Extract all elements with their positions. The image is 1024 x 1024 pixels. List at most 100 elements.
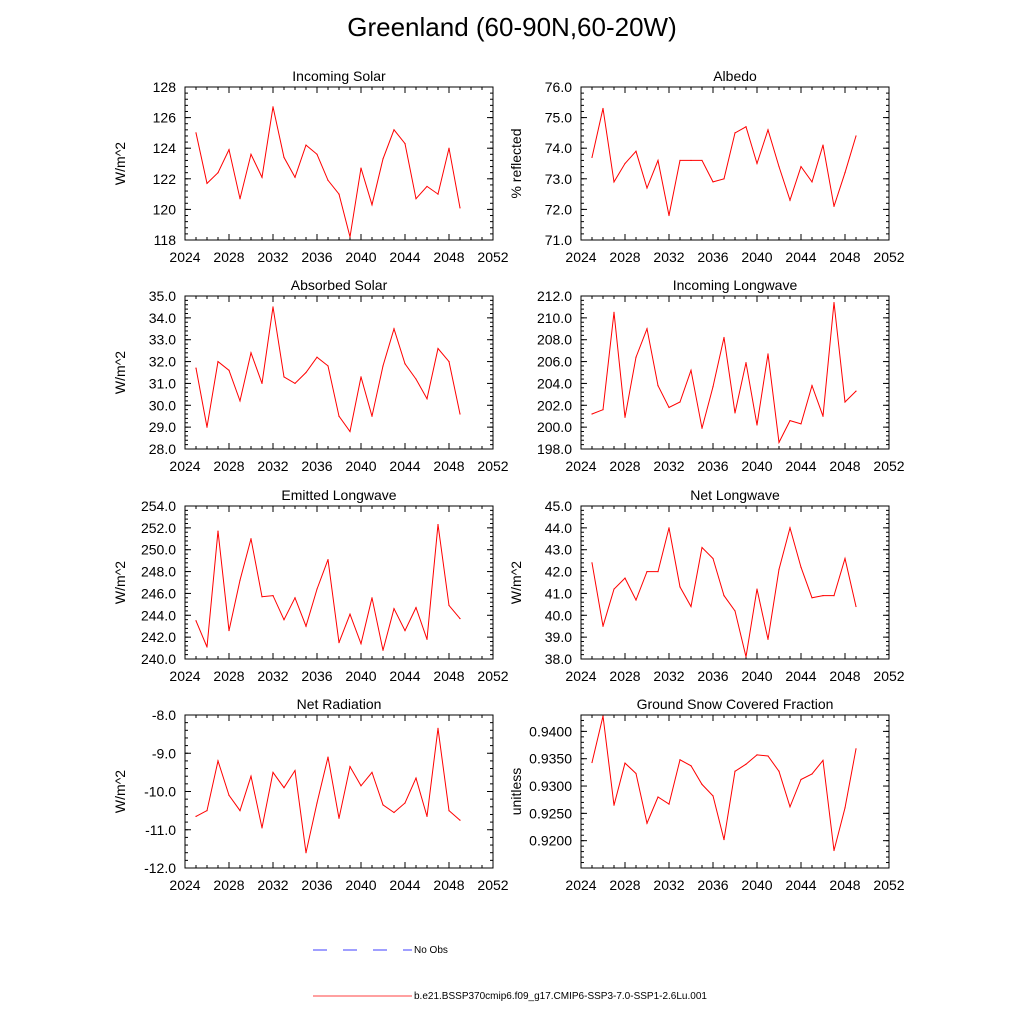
y-tick-label: 248.0 <box>141 564 176 580</box>
y-tick-label: 212.0 <box>537 288 572 304</box>
x-tick-label: 2032 <box>257 249 288 265</box>
data-point <box>239 400 241 402</box>
data-point <box>822 144 824 146</box>
legend: No Obs b.e21.BSSP370cmip6.f09_g17.CMIP6-… <box>313 945 707 1002</box>
panel-title: Emitted Longwave <box>281 487 396 503</box>
y-tick-label: -11.0 <box>145 822 176 838</box>
data-point <box>316 802 318 804</box>
data-point <box>283 787 285 789</box>
data-point <box>723 838 725 841</box>
data-point <box>690 159 692 162</box>
y-tick-label: 246.0 <box>141 585 176 601</box>
data-point <box>833 849 835 852</box>
data-point <box>239 810 241 812</box>
y-tick-label: 33.0 <box>149 332 176 348</box>
data-point <box>371 415 373 417</box>
data-point <box>360 167 362 169</box>
data-point <box>382 649 384 651</box>
data-point <box>459 617 461 620</box>
y-tick-label: 202.0 <box>537 397 572 413</box>
data-point <box>844 557 846 560</box>
data-point <box>305 625 307 627</box>
data-point <box>294 382 296 385</box>
data-point <box>206 810 208 812</box>
data-point <box>745 656 747 658</box>
data-point <box>635 150 637 152</box>
data-point <box>679 401 681 403</box>
data-point <box>404 363 406 365</box>
data-point <box>283 156 285 158</box>
y-tick-label: 72.0 <box>545 201 572 217</box>
y-axis-label: unitless <box>508 768 524 815</box>
y-tick-label: -12.0 <box>144 860 176 876</box>
x-tick-label: 2052 <box>477 668 508 684</box>
y-tick-label: 35.0 <box>149 288 176 304</box>
y-tick-label: 32.0 <box>149 354 176 370</box>
data-point <box>767 638 769 640</box>
data-point <box>668 406 670 409</box>
data-point <box>657 159 659 162</box>
panel-4: 2024 2028 2032 2036 2040 2044 2048 2052 198.0 200… <box>537 277 905 474</box>
data-point <box>239 198 241 200</box>
x-tick-label: 2036 <box>697 458 728 474</box>
data-point <box>404 143 406 145</box>
data-point <box>833 595 835 597</box>
data-point <box>822 595 824 597</box>
data-point <box>327 558 329 561</box>
y-tick-label: 124 <box>153 140 177 156</box>
data-point <box>789 806 791 808</box>
y-axis-label: W/m^2 <box>508 561 524 604</box>
data-point <box>789 199 791 201</box>
y-tick-label: 38.0 <box>545 651 572 667</box>
data-point <box>822 415 824 417</box>
data-point <box>844 807 846 809</box>
data-point <box>294 176 296 178</box>
data-point <box>767 755 769 757</box>
x-tick-label: 2052 <box>873 249 904 265</box>
x-tick-label: 2044 <box>785 249 816 265</box>
panel-title: Incoming Longwave <box>673 277 798 293</box>
data-point <box>657 385 659 387</box>
y-tick-label: 0.9250 <box>529 805 572 821</box>
data-point <box>745 362 747 364</box>
y-tick-label: 206.0 <box>537 354 572 370</box>
x-tick-label: 2028 <box>609 458 640 474</box>
data-point <box>811 181 813 183</box>
data-point <box>327 365 329 367</box>
x-tick-label: 2040 <box>741 249 772 265</box>
data-point <box>701 159 703 162</box>
data-point <box>316 588 318 590</box>
y-tick-label: 210.0 <box>537 310 572 326</box>
y-tick-label: 122 <box>153 171 177 187</box>
data-point <box>371 204 373 206</box>
data-point <box>668 527 670 529</box>
x-tick-label: 2044 <box>389 249 420 265</box>
data-point <box>448 360 450 363</box>
series-line <box>195 106 461 238</box>
data-point <box>371 771 373 773</box>
data-point <box>712 181 714 183</box>
data-point <box>283 376 285 378</box>
x-tick-label: 2036 <box>301 877 332 893</box>
y-tick-label: 40.0 <box>545 607 572 623</box>
x-tick-label: 2052 <box>873 877 904 893</box>
data-point <box>613 804 615 806</box>
data-point <box>679 159 681 162</box>
y-tick-label: -10.0 <box>144 784 176 800</box>
data-point <box>393 811 395 814</box>
y-tick-label: 254.0 <box>141 498 176 514</box>
x-tick-label: 2040 <box>741 458 772 474</box>
data-point <box>811 385 813 387</box>
data-point <box>833 205 835 207</box>
data-point <box>679 759 681 761</box>
data-point <box>635 356 637 358</box>
data-point <box>723 595 725 597</box>
panel-title: Net Longwave <box>690 487 780 503</box>
y-tick-label: 0.9350 <box>529 751 572 767</box>
x-tick-label: 2040 <box>741 877 772 893</box>
data-point <box>360 785 362 787</box>
data-point <box>734 132 736 134</box>
y-tick-label: 39.0 <box>545 629 572 645</box>
y-tick-label: 240.0 <box>141 651 176 667</box>
x-tick-label: 2052 <box>873 668 904 684</box>
